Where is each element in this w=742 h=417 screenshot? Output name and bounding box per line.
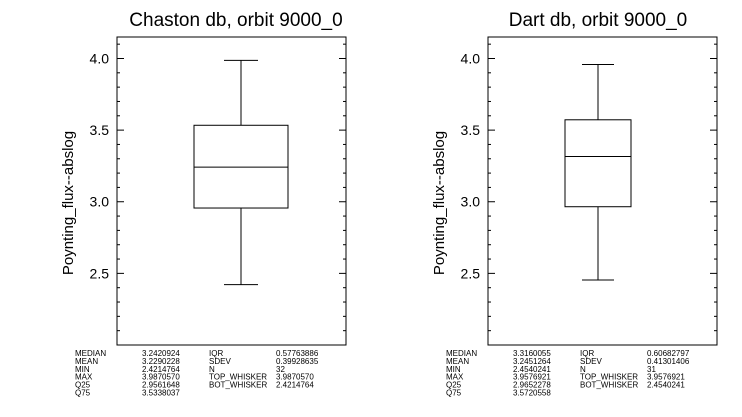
stat-label: MIN [446, 365, 461, 374]
stat-label: SDEV [209, 357, 231, 366]
stat-value: 2.9652278 [513, 381, 551, 390]
stat-label: IQR [580, 349, 594, 358]
stat-value: 2.4214764 [276, 381, 314, 390]
stat-value: 3.2420924 [142, 349, 180, 358]
stat-label: N [580, 365, 586, 374]
y-tick-label: 3.0 [90, 194, 110, 210]
stat-value: 3.9576921 [513, 373, 551, 382]
stat-label: SDEV [580, 357, 602, 366]
chart-title: Dart db, orbit 9000_0 [509, 10, 688, 31]
stat-label: TOP_WHISKER [209, 373, 267, 382]
stat-value: 2.4214764 [142, 365, 180, 374]
stat-value: 2.9561648 [142, 381, 180, 390]
plot-frame [487, 36, 718, 346]
stat-value: 0.39928635 [276, 357, 319, 366]
stat-label: TOP_WHISKER [580, 373, 638, 382]
stat-value: 3.5720558 [513, 389, 551, 398]
stat-value: 2.4540241 [647, 381, 685, 390]
y-tick-label: 4.0 [461, 50, 481, 66]
stat-label: Q25 [75, 381, 91, 390]
y-tick-label: 3.0 [461, 194, 481, 210]
stat-value: 32 [276, 365, 285, 374]
y-tick-label: 3.5 [461, 122, 481, 138]
stat-label: MEDIAN [75, 349, 106, 358]
stat-value: 0.41301406 [647, 357, 690, 366]
stat-label: MAX [446, 373, 464, 382]
stat-label: BOT_WHISKER [580, 381, 638, 390]
y-axis-label: Poynting_flux--abslog [60, 131, 77, 275]
stat-label: N [209, 365, 215, 374]
iqr-box [564, 119, 632, 208]
y-tick-label: 2.5 [461, 265, 481, 281]
stat-value: 2.4540241 [513, 365, 551, 374]
stat-label: MAX [75, 373, 93, 382]
chart-title: Chaston db, orbit 9000_0 [129, 10, 342, 31]
stat-value: 3.9576921 [647, 373, 685, 382]
stat-label: IQR [209, 349, 223, 358]
y-tick-label: 3.5 [90, 122, 110, 138]
box-plot-panel: Chaston db, orbit 9000_0 Poynting_flux--a… [60, 10, 347, 398]
stat-label: MEAN [75, 357, 98, 366]
stat-value: 3.3160055 [513, 349, 551, 358]
stat-label: MEAN [446, 357, 469, 366]
stat-label: Q75 [75, 389, 91, 398]
stat-value: 3.5338037 [142, 389, 180, 398]
plot-frame [116, 36, 347, 346]
stat-value: 3.2290228 [142, 357, 180, 366]
stat-value: 3.9870570 [142, 373, 180, 382]
stat-label: BOT_WHISKER [209, 381, 267, 390]
box-plot-panel: Dart db, orbit 9000_0 Poynting_flux--absl… [431, 10, 718, 398]
stat-label: Q75 [446, 389, 462, 398]
stat-value: 0.57763886 [276, 349, 319, 358]
y-tick-label: 4.0 [90, 50, 110, 66]
stat-label: MEDIAN [446, 349, 477, 358]
stat-label: MIN [75, 365, 90, 374]
y-axis-label: Poynting_flux--abslog [431, 131, 448, 275]
stat-value: 3.2451264 [513, 357, 551, 366]
y-tick-label: 2.5 [90, 265, 110, 281]
stat-value: 31 [647, 365, 656, 374]
stat-value: 3.9870570 [276, 373, 314, 382]
stat-label: Q25 [446, 381, 462, 390]
stat-value: 0.60682797 [647, 349, 690, 358]
